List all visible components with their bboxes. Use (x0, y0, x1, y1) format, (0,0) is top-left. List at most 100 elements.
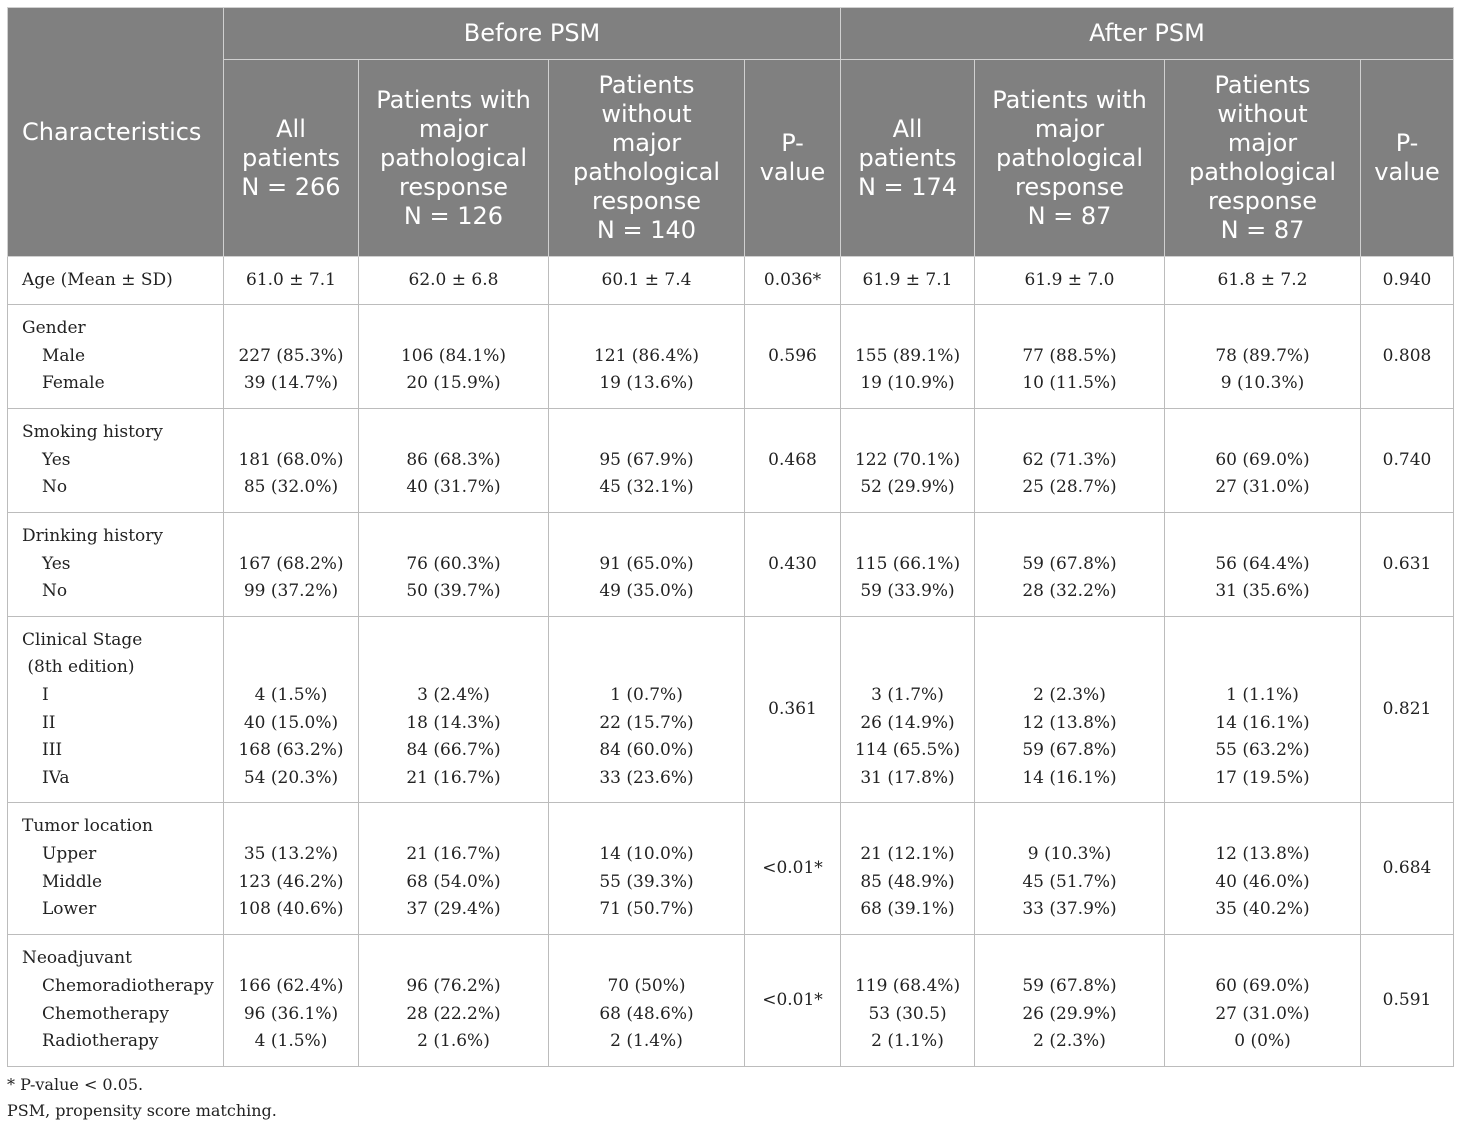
cell-value: 84 (66.7%) (406, 740, 501, 761)
cell-value: 61.0 ± 7.1 (246, 269, 336, 290)
spacer (1169, 419, 1356, 447)
cell-value: 35 (40.2%) (1215, 899, 1310, 920)
spacer (845, 523, 970, 551)
cell-value: 33 (37.9%) (1022, 899, 1117, 920)
spacer (363, 523, 544, 551)
before-all-patients-header: All patients N = 266 (223, 59, 359, 257)
footnote-significance: * P-value < 0.05. (7, 1075, 144, 1094)
cell-value: 39 (14.7%) (243, 373, 339, 394)
cell-value: 59 (67.8%) (1022, 553, 1117, 574)
table-row: Tumor location Upper Middle Lower 35 (13.2%… (7, 802, 1455, 935)
cell-value: 52 (29.9%) (860, 477, 955, 498)
p-value-cell: 0.468 (743, 408, 842, 513)
header-group-row: Characteristics Before PSM After PSM (7, 7, 1455, 257)
row-sublabel: I (42, 684, 49, 705)
header-line: patients (242, 143, 340, 172)
cell-value: 12 (13.8%) (1022, 712, 1117, 733)
cell-value: 59 (67.8%) (1022, 975, 1117, 996)
header-line: pathological (995, 143, 1144, 172)
header-line: response (591, 187, 701, 215)
spacer (979, 813, 1160, 841)
row-sublabel: Lower (42, 899, 97, 920)
header-column-row: All patients N = 266 Patients with major pat… (8, 59, 1455, 257)
cell-value: 21 (16.7%) (406, 767, 501, 788)
value-cell: 167 (68.2%) 99 (37.2%) (223, 512, 359, 617)
cell-value: 61.9 ± 7.0 (1024, 269, 1115, 290)
cell-value: 85 (32.0%) (243, 477, 339, 498)
p-value-cell: 0.596 (743, 304, 842, 409)
header-line: pathological (379, 143, 528, 172)
p-value-cell: 0.036* (743, 256, 842, 305)
cell-value: 167 (68.2%) (238, 553, 344, 574)
cell-value: 99 (37.2%) (243, 581, 339, 602)
spacer (845, 813, 970, 841)
table-row: Age (Mean ± SD) 61.0 ± 7.1 62.0 ± 6.8 60.1 … (7, 256, 1455, 305)
header-line: patients (858, 143, 957, 172)
spacer (363, 945, 544, 973)
row-label-cell: Age (Mean ± SD) (7, 256, 224, 305)
spacer (228, 945, 354, 973)
value-cell: 62.0 ± 6.8 (358, 256, 549, 305)
cell-value: 68 (54.0%) (406, 871, 501, 892)
spacer (228, 813, 354, 841)
cell-value: 91 (65.0%) (599, 553, 694, 574)
cell-value: 27 (31.0%) (1215, 477, 1310, 498)
header-line: All (892, 114, 923, 143)
p-value-cell: 0.361 (743, 616, 842, 803)
value-cell: 2 (2.3%) 12 (13.8%) 59 (67.8%) 14 (16.1%) (974, 616, 1166, 803)
p-value-cell: 0.430 (743, 512, 842, 617)
cell-value: 33 (23.6%) (599, 767, 694, 788)
cell-value: 108 (40.6%) (238, 899, 344, 920)
row-label-cell: Drinking history Yes No (7, 512, 224, 617)
cell-value: 31 (35.6%) (1215, 581, 1310, 602)
table-row: Drinking history Yes No 167 (68.2%) 99 (37.… (7, 512, 1455, 617)
header-line: P- (781, 129, 804, 157)
header-line: N = 174 (857, 172, 958, 201)
spacer (553, 523, 740, 551)
cell-value: 14 (16.1%) (1022, 767, 1117, 788)
value-cell: 115 (66.1%) 59 (33.9%) (840, 512, 976, 617)
cell-value: 168 (63.2%) (238, 740, 344, 761)
value-cell: 70 (50%) 68 (48.6%) 2 (1.4%) (548, 934, 745, 1067)
header-line: Patients with (992, 85, 1147, 114)
cell-value: 20 (15.9%) (406, 373, 501, 394)
cell-value: 2 (2.3%) (1033, 1031, 1106, 1052)
value-cell: 12 (13.8%) 40 (46.0%) 35 (40.2%) (1164, 802, 1362, 935)
cell-value: 40 (15.0%) (243, 712, 339, 733)
header-line: N = 87 (1220, 216, 1305, 244)
cell-value: 4 (1.5%) (254, 1031, 328, 1052)
cell-value: 96 (36.1%) (243, 1003, 339, 1024)
value-cell: 3 (2.4%) 18 (14.3%) 84 (66.7%) 21 (16.7%) (358, 616, 549, 803)
row-title: Clinical Stage (22, 629, 143, 650)
before-p-value-header: P-value (743, 59, 842, 257)
cell-value: 9 (10.3%) (1220, 373, 1305, 394)
cell-value: 59 (67.8%) (1022, 740, 1117, 761)
cell-value: 12 (13.8%) (1215, 843, 1310, 864)
cell-value: 114 (65.5%) (854, 740, 961, 761)
p-value-cell: 0.821 (1360, 616, 1455, 803)
p-value-cell: 0.940 (1360, 256, 1455, 305)
row-title: Tumor location (22, 816, 153, 837)
header-line: major (611, 129, 682, 157)
value-cell: 35 (13.2%) 123 (46.2%) 108 (40.6%) (223, 802, 359, 935)
value-cell: 60.1 ± 7.4 (548, 256, 745, 305)
header-line: response (1208, 187, 1318, 215)
cell-value: 77 (88.5%) (1022, 345, 1117, 366)
spacer (845, 315, 970, 343)
value-cell: 61.0 ± 7.1 (223, 256, 359, 305)
cell-value: 181 (68.0%) (238, 449, 344, 470)
cell-value: 4 (1.5%) (254, 684, 328, 705)
cell-value: 17 (19.5%) (1215, 767, 1310, 788)
cell-value: 40 (31.7%) (406, 477, 501, 498)
footnote-psm-definition: PSM, propensity score matching. (7, 1101, 277, 1120)
row-title: (8th edition) (22, 657, 135, 678)
value-cell: 119 (68.4%) 53 (30.5) 2 (1.1%) (840, 934, 976, 1067)
header-line: N = 266 (241, 172, 341, 201)
header-line: Patients (598, 71, 695, 99)
header-line: without (601, 100, 692, 128)
spacer (228, 523, 354, 551)
row-label-cell: Gender Male Female (7, 304, 224, 409)
header-line: response (398, 172, 508, 201)
cell-value: 53 (30.5) (868, 1003, 947, 1024)
spacer (1169, 523, 1356, 551)
